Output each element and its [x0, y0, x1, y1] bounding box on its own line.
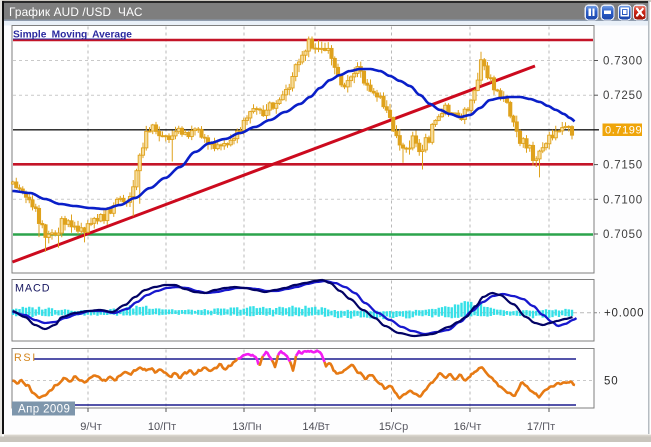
- svg-text:0.7250: 0.7250: [603, 90, 643, 102]
- svg-text:MACD: MACD: [15, 283, 50, 295]
- svg-text:10/Пт: 10/Пт: [148, 421, 176, 433]
- svg-text:16/Чт: 16/Чт: [454, 421, 482, 433]
- svg-text:0.7300: 0.7300: [603, 56, 643, 68]
- svg-text:0.7150: 0.7150: [603, 160, 643, 172]
- svg-text:Апр 2009: Апр 2009: [18, 404, 70, 416]
- svg-text:RSI: RSI: [14, 352, 37, 364]
- svg-text:График AUD /USD ЧАС: График AUD /USD ЧАС: [9, 5, 143, 19]
- svg-text:Simple Moving Average: Simple Moving Average: [13, 30, 132, 41]
- svg-text:0.7050: 0.7050: [603, 229, 643, 241]
- svg-text:14/Вт: 14/Вт: [302, 421, 329, 433]
- svg-text:15/Ср: 15/Ср: [379, 421, 408, 433]
- svg-text:13/Пн: 13/Пн: [232, 421, 261, 433]
- svg-text:17/Пт: 17/Пт: [527, 421, 555, 433]
- svg-text:9/Чт: 9/Чт: [80, 421, 102, 433]
- svg-text:0.7100: 0.7100: [603, 194, 643, 206]
- svg-text:+0.000: +0.000: [604, 308, 644, 320]
- svg-text:50: 50: [604, 376, 618, 388]
- svg-text:0.7199: 0.7199: [605, 125, 642, 137]
